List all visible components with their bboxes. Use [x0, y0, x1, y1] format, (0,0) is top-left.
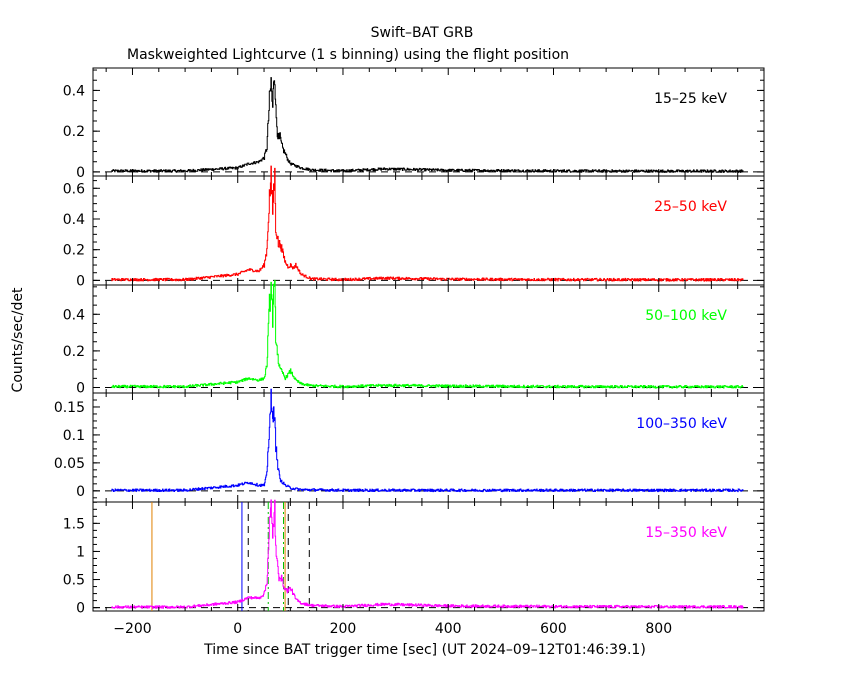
panel-1: 0 0.2 0.4 0.6 25–50 keV — [63, 165, 765, 289]
y-tick-label: 0.4 — [63, 83, 85, 99]
x-tick-label: 600 — [540, 621, 567, 637]
y-tick-label: 0.1 — [63, 428, 85, 444]
panel-frame — [92, 501, 765, 612]
lightcurve-series — [111, 388, 744, 493]
lightcurve-series — [111, 77, 744, 173]
y-tick-label: 0 — [76, 381, 85, 397]
chart-subtitle: Maskweighted Lightcurve (1 s binning) us… — [127, 47, 569, 63]
x-axis-label: Time since BAT trigger time [sec] (UT 20… — [203, 642, 646, 658]
x-tick-label: 0 — [233, 621, 242, 637]
y-tick-label: 0 — [76, 484, 85, 500]
x-tick-label: 200 — [330, 621, 357, 637]
panel-2: 0 0.2 0.4 50–100 keV — [63, 279, 765, 397]
y-axis-label: Counts/sec/det — [10, 287, 26, 392]
panel-0: 0 0.2 0.4 15–25 keV — [63, 67, 765, 181]
lightcurve-series — [111, 279, 744, 389]
y-tick-label: 0.5 — [63, 573, 85, 589]
y-tick-label: 0.4 — [63, 307, 85, 323]
y-tick-label: 0.4 — [63, 212, 85, 228]
energy-band-label: 50–100 keV — [645, 308, 727, 324]
y-tick-label: 0.6 — [63, 181, 85, 197]
y-tick-label: 0 — [76, 273, 85, 289]
panel-frame — [92, 175, 765, 286]
panel-4: 0 0.5 1 1.5 15–350 keV — [63, 499, 765, 617]
x-tick-label: 800 — [645, 621, 672, 637]
panel-frame — [92, 284, 765, 394]
energy-band-label: 15–25 keV — [654, 91, 727, 107]
panel-frame — [92, 392, 765, 503]
y-tick-label: 0.2 — [63, 344, 85, 360]
x-tick-label: −200 — [113, 621, 151, 637]
y-tick-label: 0 — [76, 601, 85, 617]
x-axis: −200 0 200 400 600 800 — [113, 621, 672, 637]
panel-3: 0 0.05 0.1 0.15 100–350 keV — [54, 388, 765, 503]
y-tick-label: 0.05 — [54, 456, 85, 472]
chart-title: Swift–BAT GRB — [371, 25, 474, 41]
y-tick-label: 0 — [76, 165, 85, 181]
y-tick-label: 1 — [76, 544, 85, 560]
lightcurve-series — [111, 165, 744, 282]
y-tick-label: 1.5 — [63, 516, 85, 532]
x-tick-label: 400 — [435, 621, 462, 637]
energy-band-label: 15–350 keV — [645, 525, 727, 541]
panel-frame — [92, 67, 765, 177]
y-tick-label: 0.15 — [54, 400, 85, 416]
y-tick-label: 0.2 — [63, 124, 85, 140]
energy-band-label: 100–350 keV — [636, 416, 727, 432]
y-tick-label: 0.2 — [63, 243, 85, 259]
energy-band-label: 25–50 keV — [654, 199, 727, 215]
lightcurve-series — [111, 499, 744, 609]
